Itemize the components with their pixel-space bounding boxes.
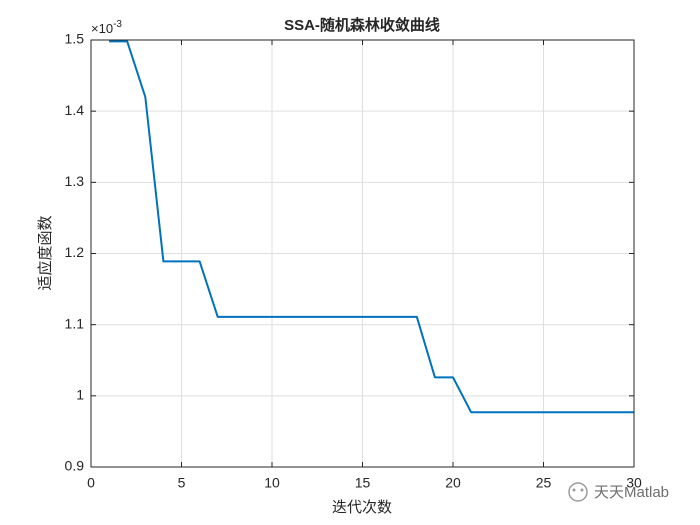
y-exponent: ×10-3 — [91, 19, 122, 37]
data — [109, 40, 634, 414]
y-tick-label: 1.2 — [65, 244, 85, 260]
y-tick-label: 1.5 — [65, 31, 85, 47]
watermark: 天天Matlab — [594, 484, 669, 501]
exponent-base: ×10 — [91, 21, 113, 36]
y-tick-label: 0.9 — [65, 458, 85, 474]
x-tick-label: 5 — [178, 475, 186, 491]
watermark-group: 天天Matlab — [568, 482, 669, 502]
exponent-power: -3 — [113, 19, 122, 30]
x-tick-label: 0 — [87, 475, 95, 491]
line-series — [109, 40, 634, 414]
y-tick-label: 1.3 — [65, 173, 85, 189]
x-axis-label: 迭代次数 — [332, 499, 392, 516]
chart-title: SSA-随机森林收敛曲线 — [284, 16, 440, 34]
x-tick-label: 15 — [355, 475, 371, 491]
x-tick-label: 10 — [264, 475, 280, 491]
y-tick-label: 1 — [76, 387, 84, 403]
watermark-icon-dot — [580, 488, 584, 492]
watermark-icon-dot — [572, 488, 576, 492]
y-tick-label: 1.1 — [65, 315, 85, 331]
x-tick-label: 20 — [445, 475, 461, 491]
y-tick-label: 1.4 — [65, 102, 85, 118]
x-tick-label: 30 — [626, 475, 642, 491]
y-axis-label: 适应度函数 — [36, 215, 54, 290]
x-tick-label: 25 — [536, 475, 552, 491]
watermark-icon — [568, 482, 588, 502]
